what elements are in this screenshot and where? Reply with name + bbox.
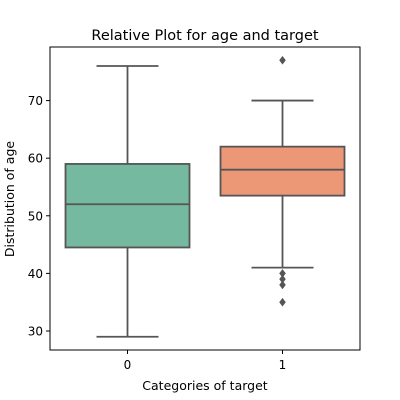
chart-title: Relative Plot for age and target bbox=[91, 28, 318, 44]
outlier-point bbox=[279, 55, 286, 65]
plot-area bbox=[64, 55, 346, 338]
box-group-1 bbox=[219, 55, 346, 307]
x-tick-label: 1 bbox=[279, 358, 287, 372]
y-tick-label: 60 bbox=[28, 152, 43, 166]
x-axis-label: Categories of target bbox=[142, 378, 267, 393]
outlier-point bbox=[279, 280, 286, 290]
y-axis-label: Distribution of age bbox=[2, 141, 17, 258]
axes-frame bbox=[49, 46, 361, 351]
y-tick-label: 30 bbox=[28, 324, 43, 338]
y-tick-label: 70 bbox=[28, 94, 43, 108]
y-tick-label: 50 bbox=[28, 209, 43, 223]
box-group-0 bbox=[64, 65, 191, 338]
box-iqr bbox=[64, 163, 191, 249]
outlier-point bbox=[279, 297, 286, 307]
y-tick-label: 40 bbox=[28, 267, 43, 281]
y-axis-ticks: 30 40 50 60 70 bbox=[28, 94, 50, 338]
box-iqr bbox=[219, 145, 346, 197]
x-tick-label: 0 bbox=[124, 358, 132, 372]
